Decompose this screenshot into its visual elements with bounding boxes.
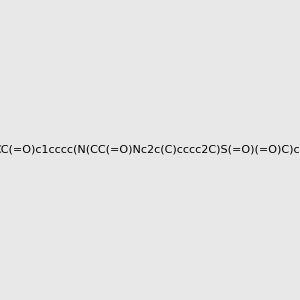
Text: CC(=O)c1cccc(N(CC(=O)Nc2c(C)cccc2C)S(=O)(=O)C)c1: CC(=O)c1cccc(N(CC(=O)Nc2c(C)cccc2C)S(=O)…: [0, 145, 300, 155]
